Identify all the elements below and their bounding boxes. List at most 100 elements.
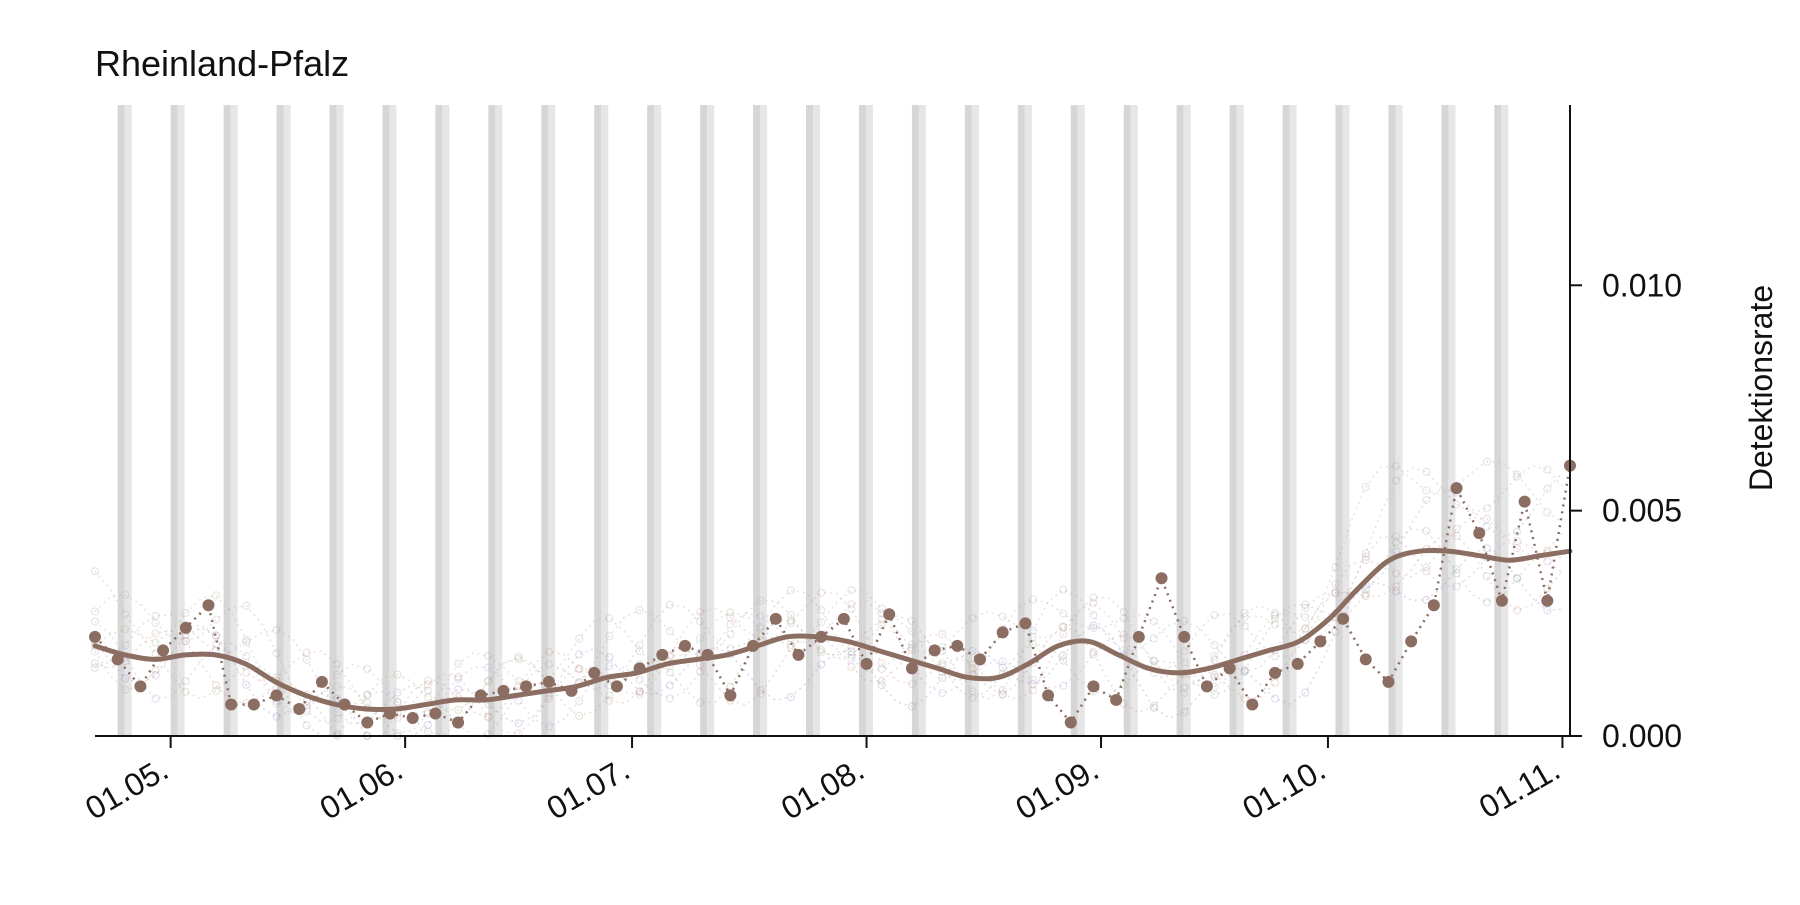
background-point-2-64: [1059, 656, 1068, 665]
weekend-band-0: [117, 105, 125, 736]
background-point-0-88: [1422, 595, 1431, 604]
background-point-4-48: [817, 588, 826, 597]
highlight-point-60: [1450, 482, 1463, 495]
y-axis-label: Detektionsrate: [1743, 285, 1779, 491]
highlight-point-43: [1064, 716, 1077, 729]
background-point-0-80: [1301, 688, 1310, 697]
background-point-7-68: [1119, 607, 1128, 616]
weekend-band-light-8: [548, 105, 556, 736]
background-point-6-26: [484, 676, 493, 685]
background-point-7-36: [635, 646, 644, 656]
background-point-5-66: [1089, 610, 1098, 620]
background-point-0-92: [1482, 544, 1491, 553]
weekend-band-6: [435, 105, 443, 736]
background-series-line-5: [94, 472, 1563, 737]
background-point-2-84: [1361, 590, 1370, 599]
background-point-1-58: [968, 664, 977, 673]
background-point-3-34: [605, 661, 614, 671]
highlight-point-42: [1042, 689, 1055, 702]
background-point-3-32: [575, 696, 584, 706]
background-point-0-74: [1210, 672, 1219, 681]
background-point-3-56: [938, 689, 947, 698]
background-point-7-78: [1270, 620, 1280, 629]
highlight-point-59: [1427, 599, 1440, 612]
background-point-3-62: [1028, 675, 1038, 685]
background-point-4-42: [726, 613, 735, 622]
highlight-point-25: [656, 648, 669, 661]
weekend-band-light-24: [1395, 105, 1403, 736]
chart-title: Rheinland-Pfalz: [95, 43, 349, 84]
weekend-band-12: [753, 105, 761, 736]
background-point-1-96: [1543, 584, 1552, 593]
background-point-7-50: [847, 586, 856, 595]
highlight-point-37: [928, 644, 941, 657]
background-point-0-8: [211, 631, 221, 640]
background-point-6-10: [242, 601, 251, 610]
highlight-point-52: [1269, 666, 1281, 679]
weekend-band-light-22: [1289, 105, 1297, 736]
background-point-5-4: [151, 611, 160, 620]
background-point-3-78: [1270, 608, 1280, 617]
background-point-5-74: [1210, 640, 1219, 650]
background-point-4-68: [1119, 634, 1128, 643]
background-point-1-4: [151, 629, 160, 638]
background-point-4-10: [242, 668, 251, 677]
background-point-4-2: [121, 685, 130, 694]
background-point-0-52: [877, 681, 886, 690]
background-point-5-20: [393, 688, 402, 697]
background-point-0-32: [575, 650, 584, 659]
background-point-6-72: [1180, 658, 1189, 667]
background-point-3-24: [453, 674, 463, 684]
background-point-5-94: [1512, 527, 1522, 536]
background-point-5-10: [242, 637, 251, 647]
highlight-point-8: [270, 689, 283, 702]
background-point-2-70: [1149, 657, 1159, 666]
background-point-6-46: [786, 610, 795, 620]
background-point-7-44: [756, 623, 765, 632]
background-point-3-76: [1240, 608, 1249, 618]
y-tick-label-2: 0.010: [1602, 267, 1682, 303]
weekend-band-10: [647, 105, 655, 736]
background-point-4-16: [332, 660, 342, 669]
x-tick-label-6: 01.11.: [1473, 751, 1566, 825]
background-point-5-96: [1543, 484, 1552, 493]
background-point-0-56: [938, 673, 947, 682]
background-point-1-86: [1391, 582, 1401, 591]
background-point-4-72: [1180, 646, 1189, 656]
weekend-band-light-9: [601, 105, 609, 736]
highlight-point-23: [610, 680, 623, 693]
background-point-2-2: [121, 624, 130, 634]
background-point-0-72: [1180, 708, 1189, 717]
highlight-point-10: [315, 675, 328, 688]
background-series-7: [90, 457, 1563, 738]
weekend-band-light-10: [654, 105, 662, 736]
background-point-2-90: [1452, 569, 1461, 578]
background-point-7-48: [817, 617, 826, 627]
highlight-point-38: [951, 639, 964, 652]
background-point-3-66: [1089, 650, 1098, 659]
background-point-0-64: [1059, 651, 1068, 660]
highlight-point-62: [1495, 594, 1508, 607]
highlight-point-56: [1359, 653, 1372, 666]
background-point-7-4: [151, 638, 160, 647]
background-point-1-8: [211, 681, 221, 690]
background-point-3-60: [998, 657, 1007, 666]
highlight-smoothed-line: [92, 547, 1573, 713]
weekend-band-5: [382, 105, 390, 736]
background-point-4-46: [786, 618, 795, 628]
weekend-band-19: [1123, 105, 1131, 736]
background-point-1-26: [484, 712, 493, 721]
background-point-1-82: [1331, 588, 1340, 598]
background-point-3-86: [1391, 532, 1401, 541]
highlight-series-group: [89, 459, 1576, 729]
highlight-point-45: [1110, 693, 1123, 706]
background-point-1-22: [423, 676, 432, 685]
background-point-2-44: [756, 631, 765, 640]
background-point-2-6: [181, 687, 190, 696]
background-point-7-40: [696, 633, 705, 643]
background-point-0-90: [1452, 565, 1461, 574]
background-point-5-16: [332, 708, 342, 717]
background-point-0-82: [1331, 627, 1340, 636]
background-point-4-26: [484, 712, 493, 722]
